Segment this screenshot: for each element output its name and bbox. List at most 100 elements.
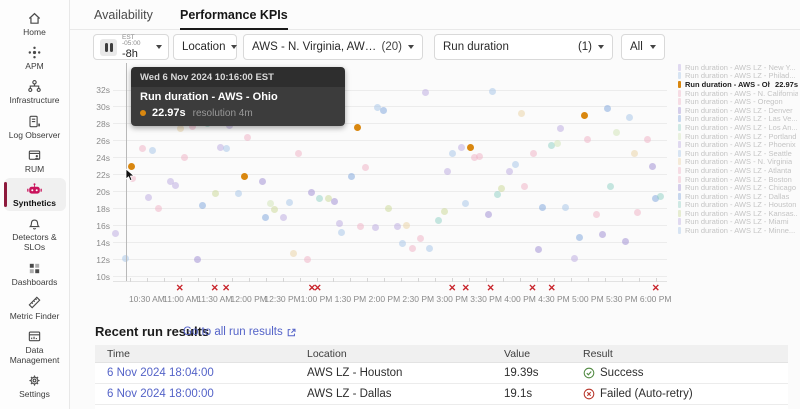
location-values-multiselect[interactable]: AWS - N. Virginia, AWS LZ - Atlanta,... …: [243, 34, 423, 60]
location-dimension-dropdown[interactable]: Location: [173, 34, 238, 60]
scatter-point[interactable]: [194, 256, 202, 264]
scatter-point[interactable]: [188, 123, 196, 131]
scatter-point[interactable]: [530, 150, 538, 158]
scatter-point[interactable]: [149, 147, 157, 155]
legend-item[interactable]: Run duration - AWS - Ohio 22.97s: [678, 80, 798, 89]
tab-performance-kpis[interactable]: Performance KPIs: [180, 0, 288, 30]
scatter-point[interactable]: [435, 217, 443, 225]
sidebar-item-synthetics[interactable]: Synthetics: [3, 177, 66, 212]
scatter-point[interactable]: [409, 244, 417, 252]
failed-run-marker-icon[interactable]: ✕: [210, 283, 219, 294]
sidebar-item-home[interactable]: Home: [4, 7, 66, 40]
go-to-all-run-results-link[interactable]: Go to all run results: [183, 326, 297, 338]
scatter-point[interactable]: [394, 223, 402, 231]
sidebar-item-metric-finder[interactable]: Metric Finder: [4, 291, 66, 324]
run-time-link[interactable]: 6 Nov 2024 18:04:00: [107, 367, 214, 379]
legend-item[interactable]: Run duration - AWS - N. Virginia: [678, 157, 798, 166]
failed-run-marker-icon[interactable]: ✕: [448, 283, 457, 294]
legend-item[interactable]: Run duration - AWS LZ - Phoenix: [678, 140, 798, 149]
scatter-point[interactable]: [379, 107, 387, 115]
scatter-point[interactable]: [471, 153, 479, 161]
scatter-point[interactable]: [361, 163, 369, 171]
scatter-point[interactable]: [385, 204, 393, 212]
sidebar-item-apm[interactable]: APM: [4, 41, 66, 74]
failed-run-marker-icon[interactable]: ✕: [547, 283, 556, 294]
scatter-point[interactable]: [335, 219, 343, 227]
scatter-point[interactable]: [534, 246, 542, 254]
scatter-point[interactable]: [244, 134, 252, 142]
legend-item[interactable]: Run duration - AWS LZ - Boston: [678, 175, 798, 184]
scatter-point[interactable]: [154, 204, 162, 212]
scatter-point[interactable]: [621, 237, 629, 245]
scatter-point[interactable]: [576, 233, 584, 241]
scatter-point[interactable]: [262, 214, 270, 221]
scatter-point[interactable]: [466, 144, 474, 152]
scatter-point[interactable]: [493, 191, 501, 199]
scatter-point[interactable]: [457, 143, 465, 151]
scatter-point[interactable]: [171, 181, 179, 189]
scatter-point[interactable]: [426, 244, 434, 252]
legend-item[interactable]: Run duration - AWS LZ - Denver: [678, 106, 798, 115]
scatter-point[interactable]: [448, 150, 456, 158]
sidebar-item-rum[interactable]: RUM: [4, 144, 66, 177]
scatter-point[interactable]: [612, 129, 620, 137]
scatter-point[interactable]: [374, 103, 382, 111]
scatter-point[interactable]: [553, 140, 561, 148]
scatter-point[interactable]: [484, 211, 492, 219]
scatter-point[interactable]: [444, 168, 452, 176]
failed-run-marker-icon[interactable]: ✕: [308, 283, 316, 294]
scatter-point[interactable]: [548, 141, 556, 149]
sidebar-item-dashboards[interactable]: Dashboards: [4, 257, 66, 290]
scatter-point[interactable]: [580, 112, 588, 120]
scatter-point[interactable]: [266, 199, 274, 207]
scatter-point[interactable]: [308, 189, 316, 197]
failed-run-marker-icon[interactable]: ✕: [175, 283, 184, 294]
legend-item[interactable]: Run duration - AWS LZ - Chicago: [678, 183, 798, 192]
sidebar-item-infrastructure[interactable]: Infrastructure: [4, 75, 66, 108]
scatter-point[interactable]: [303, 256, 311, 264]
tab-availability[interactable]: Availability: [94, 8, 153, 22]
legend-item[interactable]: Run duration - AWS - N. California: [678, 89, 798, 98]
failed-run-marker-icon[interactable]: ✕: [486, 283, 495, 294]
scatter-point[interactable]: [599, 230, 607, 238]
scatter-point[interactable]: [593, 211, 601, 219]
scatter-point[interactable]: [626, 113, 634, 121]
scatter-point[interactable]: [417, 235, 425, 243]
scatter-point[interactable]: [177, 124, 185, 132]
failed-run-marker-icon[interactable]: ✕: [313, 283, 322, 294]
scatter-point[interactable]: [331, 197, 339, 205]
scatter-point[interactable]: [489, 87, 497, 95]
failed-run-marker-icon[interactable]: ✕: [528, 283, 537, 294]
scatter-point[interactable]: [644, 136, 652, 144]
scatter-point[interactable]: [498, 185, 506, 193]
scatter-point[interactable]: [403, 222, 411, 230]
scatter-point[interactable]: [240, 173, 248, 181]
scatter-point[interactable]: [421, 88, 429, 96]
scatter-point[interactable]: [584, 136, 592, 144]
scatter-point[interactable]: [440, 208, 448, 216]
scatter-point[interactable]: [316, 195, 324, 203]
legend-item[interactable]: Run duration - AWS LZ - Seattle: [678, 149, 798, 158]
legend-item[interactable]: Run duration - AWS LZ - Portland: [678, 132, 798, 141]
scatter-point[interactable]: [561, 203, 569, 211]
time-range-picker[interactable]: EST -05:00 -8h: [93, 34, 169, 60]
scatter-point[interactable]: [348, 173, 356, 181]
legend-item[interactable]: Run duration - AWS LZ - Houston: [678, 200, 798, 209]
scatter-point[interactable]: [127, 162, 135, 170]
scatter-point[interactable]: [357, 223, 365, 231]
scatter-point[interactable]: [539, 203, 547, 211]
scatter-point[interactable]: [128, 175, 136, 182]
legend-item[interactable]: Run duration - AWS LZ - Los An...: [678, 123, 798, 132]
scatter-point[interactable]: [511, 160, 519, 168]
scatter-point[interactable]: [371, 224, 379, 232]
scatter-point[interactable]: [475, 152, 483, 160]
scatter-point[interactable]: [634, 208, 642, 216]
scatter-point[interactable]: [180, 153, 188, 161]
scatter-point[interactable]: [258, 177, 266, 185]
scatter-point[interactable]: [648, 163, 656, 171]
legend-item[interactable]: Run duration - AWS LZ - Miami: [678, 217, 798, 226]
scatter-point[interactable]: [144, 193, 152, 201]
scatter-point[interactable]: [521, 182, 529, 190]
legend-item[interactable]: Run duration - AWS LZ - Dallas: [678, 192, 798, 201]
scatter-point[interactable]: [570, 254, 578, 262]
